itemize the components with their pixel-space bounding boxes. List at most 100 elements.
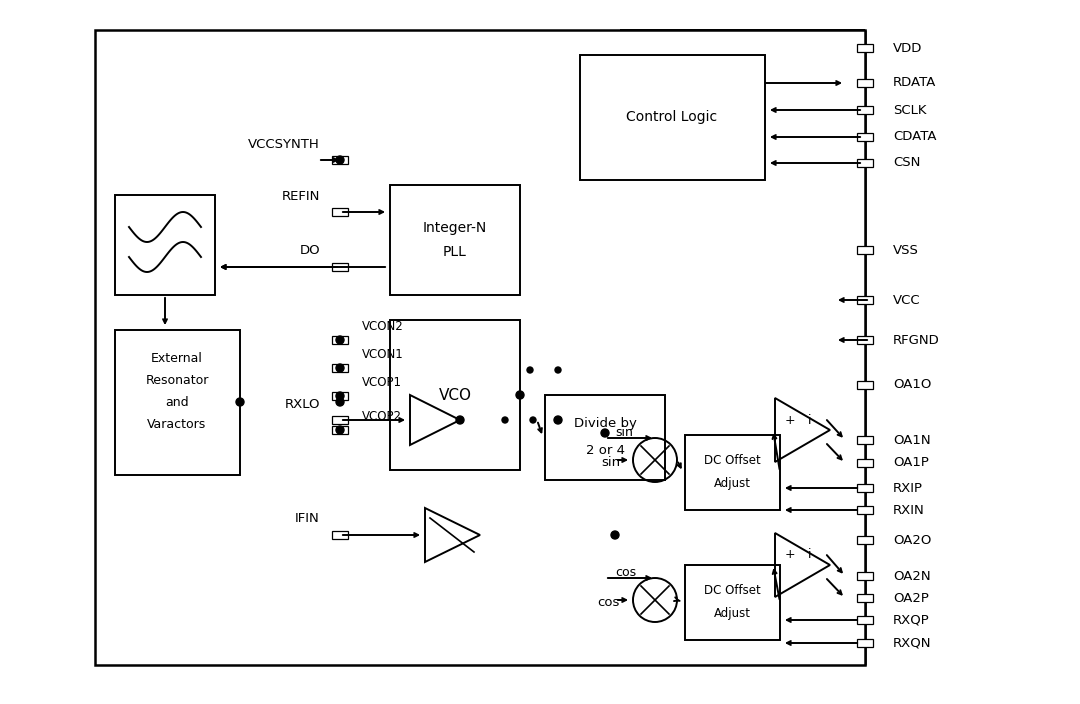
Text: OA1N: OA1N bbox=[893, 434, 931, 446]
Text: +: + bbox=[785, 548, 795, 562]
Text: DC Offset: DC Offset bbox=[704, 453, 760, 467]
Text: VSS: VSS bbox=[893, 244, 919, 256]
Bar bbox=[580, 55, 765, 180]
Bar bbox=[858, 506, 873, 514]
Circle shape bbox=[336, 392, 345, 400]
Circle shape bbox=[555, 367, 561, 373]
Bar bbox=[858, 484, 873, 492]
Bar bbox=[332, 416, 348, 424]
Bar bbox=[858, 79, 873, 87]
Bar bbox=[858, 639, 873, 647]
Text: VCON1: VCON1 bbox=[362, 348, 404, 360]
Bar bbox=[390, 185, 519, 295]
Bar bbox=[332, 336, 348, 344]
Text: SCLK: SCLK bbox=[893, 103, 927, 116]
Text: sin: sin bbox=[615, 427, 633, 439]
Bar bbox=[858, 246, 873, 254]
Text: VCCSYNTH: VCCSYNTH bbox=[248, 137, 320, 151]
Text: +: + bbox=[785, 413, 795, 427]
Text: VCON2: VCON2 bbox=[362, 320, 404, 332]
Text: VCOP2: VCOP2 bbox=[362, 410, 402, 422]
Text: REFIN: REFIN bbox=[282, 189, 320, 203]
Circle shape bbox=[554, 416, 562, 424]
Bar bbox=[114, 195, 215, 295]
Text: RXLO: RXLO bbox=[284, 398, 320, 410]
Text: Varactors: Varactors bbox=[147, 417, 206, 431]
Text: i: i bbox=[808, 413, 812, 427]
Circle shape bbox=[600, 429, 609, 437]
Bar bbox=[332, 208, 348, 216]
Text: OA2N: OA2N bbox=[893, 570, 931, 582]
Bar bbox=[858, 536, 873, 544]
Bar bbox=[545, 395, 665, 480]
Text: RXIP: RXIP bbox=[893, 482, 923, 494]
Text: IFIN: IFIN bbox=[295, 513, 320, 525]
Bar bbox=[858, 133, 873, 141]
Text: OA2P: OA2P bbox=[893, 591, 929, 605]
Text: OA1P: OA1P bbox=[893, 456, 929, 470]
Text: VCO: VCO bbox=[438, 387, 472, 403]
Bar bbox=[858, 381, 873, 389]
Text: cos: cos bbox=[597, 596, 620, 608]
Bar bbox=[858, 616, 873, 624]
Circle shape bbox=[530, 417, 536, 423]
Text: CDATA: CDATA bbox=[893, 130, 936, 144]
Circle shape bbox=[611, 531, 619, 539]
Text: Divide by: Divide by bbox=[573, 417, 636, 431]
Circle shape bbox=[336, 364, 345, 372]
Bar bbox=[858, 336, 873, 344]
Text: RXQP: RXQP bbox=[893, 613, 930, 627]
Text: RFGND: RFGND bbox=[893, 334, 940, 346]
Text: RDATA: RDATA bbox=[893, 77, 936, 89]
Bar bbox=[858, 572, 873, 580]
Circle shape bbox=[336, 156, 345, 164]
Text: DC Offset: DC Offset bbox=[704, 584, 760, 596]
Text: CSN: CSN bbox=[893, 156, 920, 170]
Bar bbox=[114, 330, 240, 475]
Text: cos: cos bbox=[615, 567, 636, 579]
Text: Adjust: Adjust bbox=[714, 608, 751, 620]
Bar bbox=[332, 531, 348, 539]
Bar bbox=[332, 364, 348, 372]
Bar bbox=[858, 296, 873, 304]
Text: Adjust: Adjust bbox=[714, 477, 751, 491]
Text: i: i bbox=[808, 548, 812, 562]
Bar bbox=[332, 392, 348, 400]
Bar bbox=[685, 565, 780, 640]
Bar bbox=[858, 44, 873, 52]
Text: sin: sin bbox=[600, 455, 620, 468]
Text: Integer-N: Integer-N bbox=[423, 221, 487, 235]
Text: OA2O: OA2O bbox=[893, 534, 931, 546]
Bar bbox=[858, 459, 873, 467]
Text: DO: DO bbox=[299, 244, 320, 258]
Bar bbox=[858, 106, 873, 114]
Circle shape bbox=[516, 391, 524, 399]
Text: VCC: VCC bbox=[893, 294, 920, 306]
Text: PLL: PLL bbox=[443, 245, 467, 259]
Bar bbox=[332, 263, 348, 271]
Circle shape bbox=[336, 426, 345, 434]
Text: VDD: VDD bbox=[893, 42, 922, 54]
Circle shape bbox=[456, 416, 464, 424]
Text: 2 or 4: 2 or 4 bbox=[585, 444, 624, 456]
Bar bbox=[332, 156, 348, 164]
Text: and: and bbox=[165, 396, 189, 408]
Bar bbox=[390, 320, 519, 470]
Circle shape bbox=[527, 367, 534, 373]
Text: RXIN: RXIN bbox=[893, 503, 924, 517]
Text: RXQN: RXQN bbox=[893, 636, 931, 650]
Text: OA1O: OA1O bbox=[893, 379, 931, 391]
Text: VCOP1: VCOP1 bbox=[362, 375, 402, 389]
Bar bbox=[858, 436, 873, 444]
Bar bbox=[858, 159, 873, 167]
Bar bbox=[858, 594, 873, 602]
Text: Control Logic: Control Logic bbox=[626, 110, 717, 124]
Bar bbox=[332, 426, 348, 434]
Text: Resonator: Resonator bbox=[146, 374, 208, 386]
Circle shape bbox=[237, 398, 244, 406]
Circle shape bbox=[336, 398, 345, 406]
Bar bbox=[95, 30, 865, 665]
Text: External: External bbox=[151, 351, 203, 365]
Bar bbox=[685, 435, 780, 510]
Circle shape bbox=[336, 336, 345, 344]
